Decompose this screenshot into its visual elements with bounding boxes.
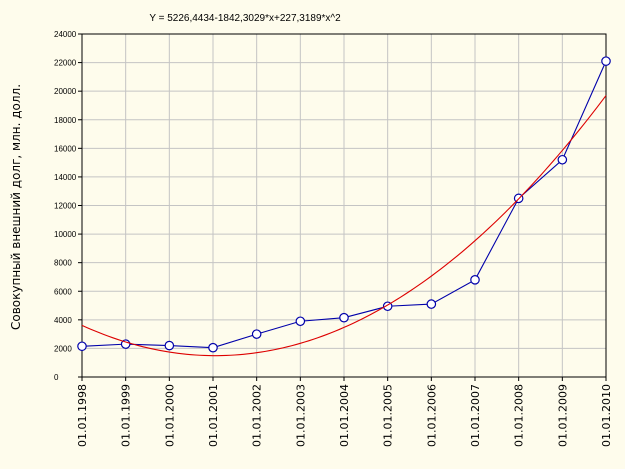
data-point bbox=[339, 312, 349, 323]
y-axis-label: Совокупный внешний долг, млн. долл. bbox=[9, 84, 23, 330]
x-tick-label: 01.01.2009 bbox=[556, 384, 569, 447]
data-point bbox=[470, 275, 480, 285]
trend-line bbox=[81, 95, 607, 357]
grid bbox=[81, 33, 607, 378]
y-tick-label: 4000 bbox=[54, 316, 72, 325]
data-point bbox=[251, 329, 262, 339]
x-tick-label: 01.01.2003 bbox=[294, 384, 307, 447]
x-tick-label: 01.01.1998 bbox=[76, 384, 89, 447]
data-point bbox=[77, 341, 87, 352]
x-tick-label: 01.01.2007 bbox=[469, 384, 482, 447]
y-tick-label: 18000 bbox=[54, 116, 77, 125]
x-tick-label: 01.01.2001 bbox=[207, 384, 220, 447]
x-tick-label: 01.01.2006 bbox=[425, 384, 438, 447]
x-tick-label: 01.01.2000 bbox=[163, 384, 176, 447]
data-point bbox=[557, 154, 568, 165]
y-tick-label: 16000 bbox=[54, 144, 77, 153]
data-point bbox=[295, 316, 306, 327]
plot-area bbox=[81, 33, 607, 378]
y-tick-label: 12000 bbox=[54, 202, 77, 211]
x-tick-label: 01.01.2005 bbox=[382, 384, 395, 447]
y-tick-label: 24000 bbox=[54, 30, 77, 39]
y-tick-label: 10000 bbox=[54, 230, 77, 239]
x-tick-label: 01.01.1999 bbox=[120, 384, 133, 447]
y-tick-label: 2000 bbox=[54, 344, 72, 353]
y-tick-label: 22000 bbox=[54, 59, 77, 68]
y-tick-label: 14000 bbox=[54, 173, 77, 182]
data-point bbox=[208, 342, 218, 353]
chart-title: Y = 5226,4434-1842,3029*x+227,3189*x^2 bbox=[149, 13, 341, 24]
data-point bbox=[601, 56, 611, 66]
data-point bbox=[426, 299, 437, 309]
x-tick-label: 01.01.2002 bbox=[251, 384, 264, 447]
x-tick-label: 01.01.2010 bbox=[600, 384, 613, 447]
series bbox=[77, 56, 611, 357]
y-tick-label: 0 bbox=[54, 373, 59, 382]
x-tick-label: 01.01.2008 bbox=[513, 384, 526, 447]
data-point bbox=[164, 340, 175, 351]
x-tick-label: 01.01.2004 bbox=[338, 384, 351, 447]
y-tick-label: 20000 bbox=[54, 87, 77, 96]
y-tick-label: 6000 bbox=[54, 287, 72, 296]
axis-ticks: 0 2000 4000 6000 8000 10000 12000 14000 16000 180… bbox=[54, 30, 613, 447]
y-tick-label: 8000 bbox=[54, 259, 72, 268]
